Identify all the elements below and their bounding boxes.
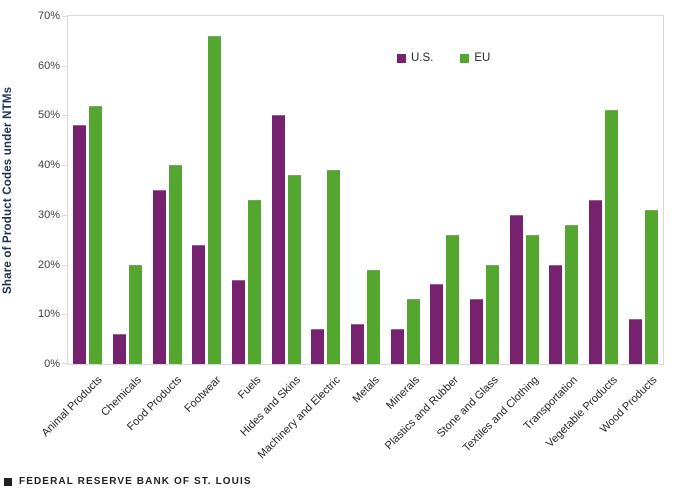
- y-tick-label: 50%: [37, 109, 60, 122]
- y-tick-label: 60%: [37, 59, 60, 72]
- bar-us: [192, 244, 206, 364]
- bar-us: [470, 299, 483, 364]
- bar-eu: [525, 234, 539, 364]
- bar-eu: [446, 234, 460, 364]
- x-category-label: Footwear: [182, 374, 224, 415]
- source-footer: FEDERAL RESERVE BANK OF ST. LOUIS: [4, 476, 252, 487]
- y-tick-mark: [62, 16, 67, 17]
- y-tick-label: 30%: [37, 208, 60, 221]
- x-category-label: Machinery and Electric: [255, 374, 343, 462]
- y-tick-label: 70%: [37, 10, 60, 22]
- legend-label-us: U.S.: [411, 52, 434, 64]
- y-tick-mark: [62, 363, 67, 364]
- y-tick-mark: [62, 214, 67, 216]
- legend-item-eu: EU: [460, 52, 490, 64]
- y-tick-mark: [62, 165, 67, 167]
- bar-us: [232, 279, 245, 364]
- legend-item-us: U.S.: [397, 52, 433, 64]
- bar-us: [390, 329, 404, 364]
- y-tick-label: 40%: [37, 159, 60, 172]
- bar-us: [311, 329, 325, 364]
- bar-eu: [327, 170, 341, 364]
- bar-eu: [565, 224, 579, 364]
- plot-area: [67, 15, 664, 365]
- bar-eu: [89, 105, 103, 364]
- bar-us: [113, 334, 126, 364]
- bar-eu: [605, 110, 618, 364]
- footer-text: FEDERAL RESERVE BANK OF ST. LOUIS: [19, 476, 252, 487]
- legend: U.S. EU: [397, 52, 490, 64]
- legend-swatch-eu-icon: [460, 53, 470, 63]
- x-category-label: Vegetable Products: [544, 374, 620, 450]
- bar-eu: [486, 264, 499, 364]
- x-category-label: Animal Products: [39, 374, 105, 440]
- legend-label-eu: EU: [474, 52, 491, 64]
- bar-eu: [367, 269, 380, 364]
- bar-eu: [129, 264, 142, 364]
- y-tick-label: 10%: [37, 308, 60, 321]
- x-category-label: Textiles and Clothing: [460, 374, 541, 455]
- legend-swatch-us-icon: [397, 53, 406, 63]
- bar-us: [628, 319, 642, 364]
- y-tick-mark: [62, 314, 67, 316]
- bar-eu: [168, 165, 182, 364]
- x-category-label: Metals: [350, 374, 382, 406]
- bar-us: [152, 190, 166, 364]
- bar-us: [589, 199, 602, 364]
- bar-us: [73, 125, 87, 364]
- y-tick-mark: [62, 115, 67, 117]
- bar-us: [271, 115, 285, 364]
- x-category-label: Plastics and Rubber: [383, 374, 462, 453]
- y-tick-mark: [62, 264, 67, 266]
- y-tick-label: 0%: [44, 358, 60, 370]
- y-tick-label: 20%: [37, 258, 60, 271]
- y-tick-mark: [62, 65, 67, 67]
- bar-eu: [644, 209, 658, 364]
- bar-us: [351, 324, 364, 364]
- bar-us: [509, 214, 523, 364]
- bar-us: [549, 264, 563, 364]
- bar-eu: [208, 35, 222, 364]
- x-category-label: Minerals: [383, 374, 422, 412]
- footer-square-icon: [4, 477, 12, 486]
- bar-eu: [248, 199, 261, 364]
- x-category-label: Fuels: [235, 374, 263, 402]
- bar-us: [430, 284, 444, 364]
- bar-eu: [406, 299, 420, 364]
- bar-eu: [287, 175, 301, 364]
